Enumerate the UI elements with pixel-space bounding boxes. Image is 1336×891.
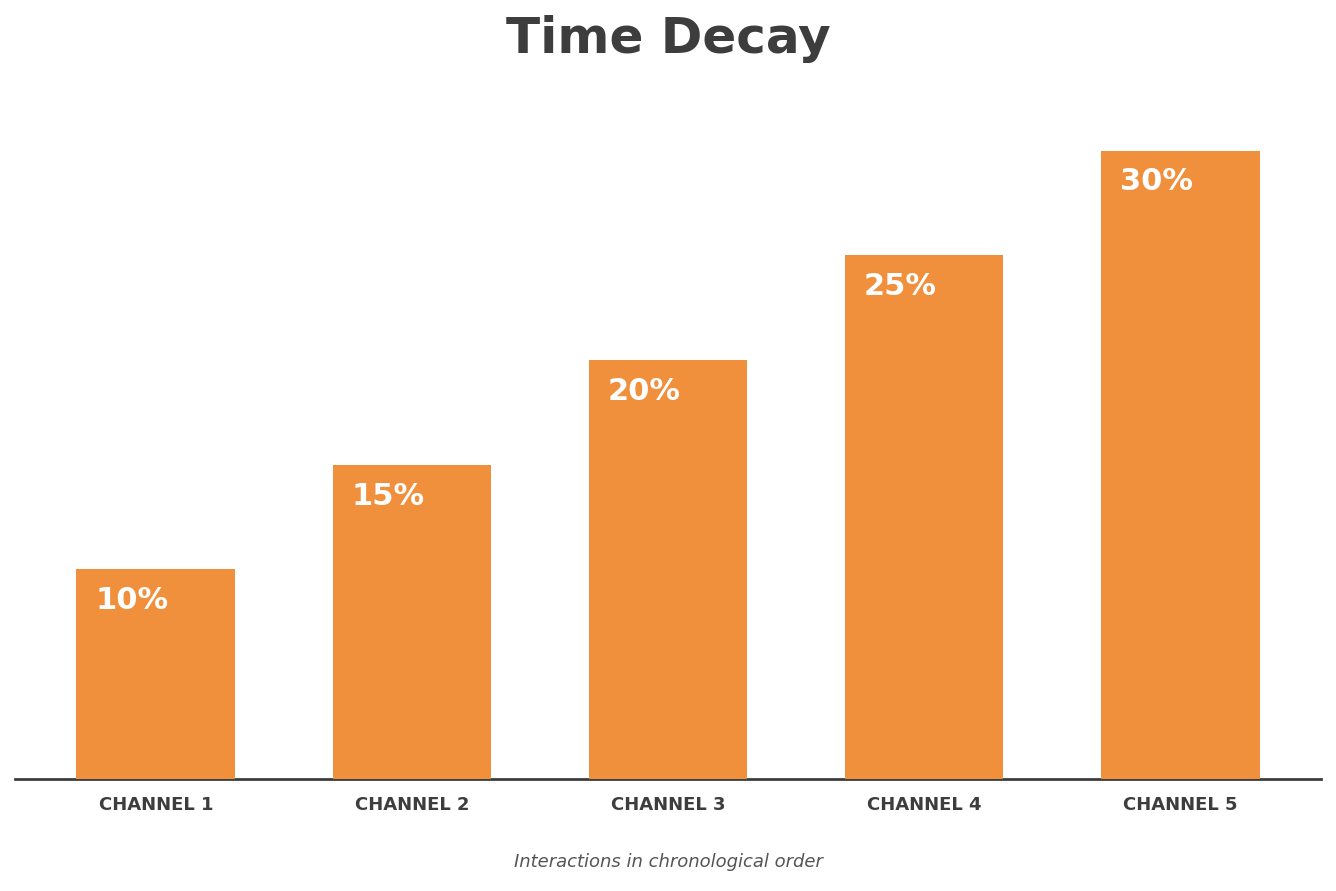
Text: Interactions in chronological order: Interactions in chronological order <box>513 854 823 871</box>
Bar <box>589 360 747 779</box>
Title: Time Decay: Time Decay <box>505 15 831 63</box>
Text: 15%: 15% <box>351 481 425 511</box>
Text: 30%: 30% <box>1120 168 1193 196</box>
Text: 20%: 20% <box>608 377 680 405</box>
Text: 10%: 10% <box>95 586 168 616</box>
Bar <box>844 256 1003 779</box>
Bar <box>76 569 235 779</box>
Bar <box>333 465 492 779</box>
Text: 25%: 25% <box>864 272 937 301</box>
Bar <box>1101 151 1260 779</box>
